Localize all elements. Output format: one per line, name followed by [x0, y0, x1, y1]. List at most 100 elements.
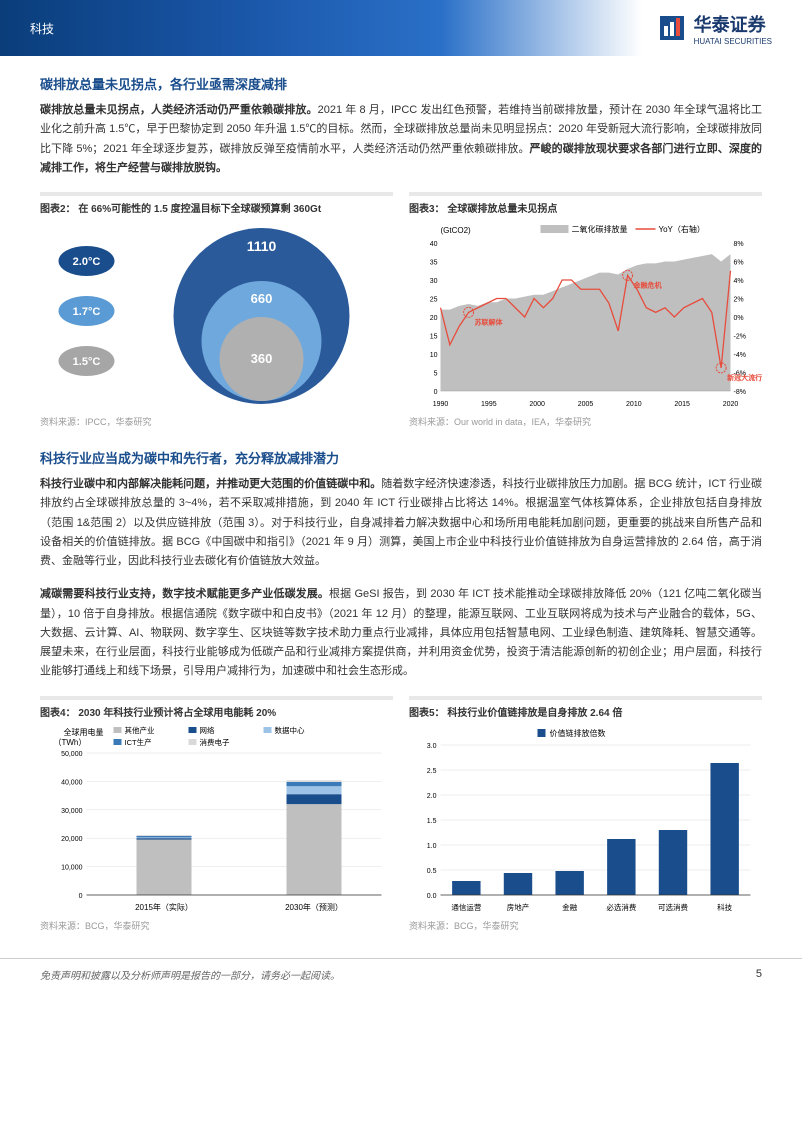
- chart4-source: 资料来源：BCG，华泰研究: [40, 919, 393, 932]
- svg-text:20,000: 20,000: [61, 836, 83, 843]
- svg-text:1990: 1990: [433, 401, 449, 408]
- s2-para1-bold: 科技行业碳中和内部解决能耗问题，并推动更大范围的价值链碳中和。: [40, 478, 381, 490]
- svg-text:10,000: 10,000: [61, 864, 83, 871]
- chart5-source: 资料来源：BCG，华泰研究: [409, 919, 762, 932]
- chart3-source: 资料来源：Our world in data，IEA，华泰研究: [409, 415, 762, 428]
- charts-row-2: 图表4： 2030 年科技行业预计将占全球用电能耗 20% 全球用电量（TWh）…: [40, 696, 762, 932]
- svg-text:50,000: 50,000: [61, 751, 83, 758]
- svg-text:数据中心: 数据中心: [275, 725, 305, 735]
- svg-text:其他产业: 其他产业: [125, 725, 155, 735]
- svg-text:0.0: 0.0: [427, 893, 437, 900]
- svg-text:25: 25: [430, 297, 438, 304]
- charts-row-1: 图表2： 在 66%可能性的 1.5 度控温目标下全球碳预算剩 360Gt 11…: [40, 192, 762, 428]
- para1-bold: 碳排放总量未见拐点，人类经济活动仍严重依赖碳排放。: [40, 104, 318, 116]
- svg-text:30,000: 30,000: [61, 807, 83, 814]
- svg-text:40,000: 40,000: [61, 779, 83, 786]
- svg-text:1.7°C: 1.7°C: [73, 306, 101, 318]
- svg-text:ICT生产: ICT生产: [125, 737, 152, 747]
- page-number: 5: [756, 968, 762, 980]
- svg-text:8%: 8%: [734, 241, 744, 248]
- chart2-block: 图表2： 在 66%可能性的 1.5 度控温目标下全球碳预算剩 360Gt 11…: [40, 192, 393, 428]
- svg-text:(GtCO2): (GtCO2): [441, 226, 472, 235]
- s2-para1-rest: 随着数字经济快速渗透，科技行业碳排放压力加剧。据 BCG 统计，ICT 行业碳排…: [40, 478, 762, 567]
- svg-text:1995: 1995: [481, 401, 497, 408]
- svg-text:苏联解体: 苏联解体: [475, 317, 504, 326]
- svg-text:可选消费: 可选消费: [658, 902, 688, 912]
- svg-text:2.0°C: 2.0°C: [73, 256, 101, 268]
- svg-text:5: 5: [434, 371, 438, 378]
- svg-text:-4%: -4%: [734, 352, 746, 359]
- section2-title: 科技行业应当成为碳中和先行者，充分释放减排潜力: [40, 448, 762, 467]
- chart4-title: 图表4： 2030 年科技行业预计将占全球用电能耗 20%: [40, 704, 393, 719]
- svg-text:新冠大流行: 新冠大流行: [727, 373, 762, 382]
- section1-title: 碳排放总量未见拐点，各行业亟需深度减排: [40, 74, 762, 93]
- svg-text:金融危机: 金融危机: [633, 280, 662, 289]
- svg-text:2020: 2020: [723, 401, 739, 408]
- svg-text:0: 0: [434, 389, 438, 396]
- svg-text:1.5°C: 1.5°C: [73, 356, 101, 368]
- section2-para1: 科技行业碳中和内部解决能耗问题，并推动更大范围的价值链碳中和。随着数字经济快速渗…: [40, 475, 762, 571]
- svg-text:3.0: 3.0: [427, 743, 437, 750]
- svg-text:价值链排放倍数: 价值链排放倍数: [550, 728, 606, 738]
- svg-text:0.5: 0.5: [427, 868, 437, 875]
- svg-text:10: 10: [430, 352, 438, 359]
- logo-subtitle: HUATAI SECURITIES: [694, 37, 772, 46]
- svg-text:20: 20: [430, 315, 438, 322]
- svg-text:消费电子: 消费电子: [200, 737, 230, 747]
- svg-text:科技: 科技: [717, 902, 733, 912]
- svg-text:二氧化碳排放量: 二氧化碳排放量: [572, 224, 628, 234]
- svg-text:-2%: -2%: [734, 334, 746, 341]
- svg-text:1110: 1110: [247, 238, 277, 254]
- chart3-block: 图表3： 全球碳排放总量未见拐点 (GtCO2) 二氧化碳排放量 YoY（右轴） 0 5…: [409, 192, 762, 428]
- main-content: 碳排放总量未见拐点，各行业亟需深度减排 碳排放总量未见拐点，人类经济活动仍严重依…: [0, 56, 802, 948]
- svg-text:0%: 0%: [734, 315, 744, 322]
- svg-text:4%: 4%: [734, 278, 744, 285]
- section1-para1: 碳排放总量未见拐点，人类经济活动仍严重依赖碳排放。2021 年 8 月，IPCC…: [40, 101, 762, 178]
- chart3-title: 图表3： 全球碳排放总量未见拐点: [409, 200, 762, 215]
- chart5-area: 价值链排放倍数 0.0 0.5 1.0 1.5 2.0 2.5 3.0 通信运营 房地产 金融 必选消…: [409, 725, 762, 915]
- svg-text:30: 30: [430, 278, 438, 285]
- chart2-title: 图表2： 在 66%可能性的 1.5 度控温目标下全球碳预算剩 360Gt: [40, 200, 393, 215]
- svg-text:360: 360: [251, 351, 273, 366]
- header-category: 科技: [30, 20, 54, 37]
- section2-para2: 减碳需要科技行业支持，数字技术赋能更多产业低碳发展。根据 GeSI 报告，到 2…: [40, 585, 762, 681]
- chart5-block: 图表5： 科技行业价值链排放是自身排放 2.64 倍 价值链排放倍数 0.0 0.5…: [409, 696, 762, 932]
- svg-text:2010: 2010: [626, 401, 642, 408]
- svg-text:0: 0: [79, 893, 83, 900]
- svg-text:15: 15: [430, 334, 438, 341]
- svg-text:（TWh）: （TWh）: [54, 738, 87, 747]
- svg-text:1.5: 1.5: [427, 818, 437, 825]
- svg-text:40: 40: [430, 241, 438, 248]
- svg-text:2015: 2015: [674, 401, 690, 408]
- svg-text:2030年（预测）: 2030年（预测）: [285, 902, 343, 912]
- svg-text:2%: 2%: [734, 297, 744, 304]
- svg-text:2000: 2000: [529, 401, 545, 408]
- svg-text:全球用电量: 全球用电量: [64, 727, 104, 737]
- chart4-block: 图表4： 2030 年科技行业预计将占全球用电能耗 20% 全球用电量（TWh）…: [40, 696, 393, 932]
- logo-text: 华泰证券: [694, 15, 766, 35]
- header-logo: 华泰证券 HUATAI SECURITIES: [658, 11, 772, 46]
- svg-text:2005: 2005: [578, 401, 594, 408]
- svg-text:660: 660: [251, 291, 273, 306]
- s2-para2-rest: 根据 GeSI 报告，到 2030 年 ICT 技术能推动全球碳排放降低 20%…: [40, 588, 762, 677]
- chart5-title: 图表5： 科技行业价值链排放是自身排放 2.64 倍: [409, 704, 762, 719]
- s2-para2-bold: 减碳需要科技行业支持，数字技术赋能更多产业低碳发展。: [40, 588, 329, 600]
- svg-text:2.0: 2.0: [427, 793, 437, 800]
- svg-text:金融: 金融: [562, 902, 577, 912]
- svg-text:35: 35: [430, 260, 438, 267]
- svg-text:2.5: 2.5: [427, 768, 437, 775]
- chart2-source: 资料来源：IPCC，华泰研究: [40, 415, 393, 428]
- svg-text:必选消费: 必选消费: [606, 902, 636, 912]
- svg-text:房地产: 房地产: [507, 902, 530, 912]
- svg-text:网络: 网络: [200, 725, 215, 735]
- svg-text:1.0: 1.0: [427, 843, 437, 850]
- svg-text:2015年（实际）: 2015年（实际）: [135, 902, 193, 912]
- chart2-area: 1110 660 360 2.0°C 1.7°C 1.5°C: [40, 221, 393, 411]
- chart3-area: (GtCO2) 二氧化碳排放量 YoY（右轴） 0 5 10 15 20 25 30 35 40 -8%…: [409, 221, 762, 411]
- svg-text:YoY（右轴）: YoY（右轴）: [659, 224, 705, 234]
- svg-text:通信运营: 通信运营: [451, 902, 481, 912]
- svg-text:-8%: -8%: [734, 389, 746, 396]
- page-header: 科技 华泰证券 HUATAI SECURITIES: [0, 0, 802, 56]
- svg-text:6%: 6%: [734, 260, 744, 267]
- logo-icon: [658, 14, 686, 42]
